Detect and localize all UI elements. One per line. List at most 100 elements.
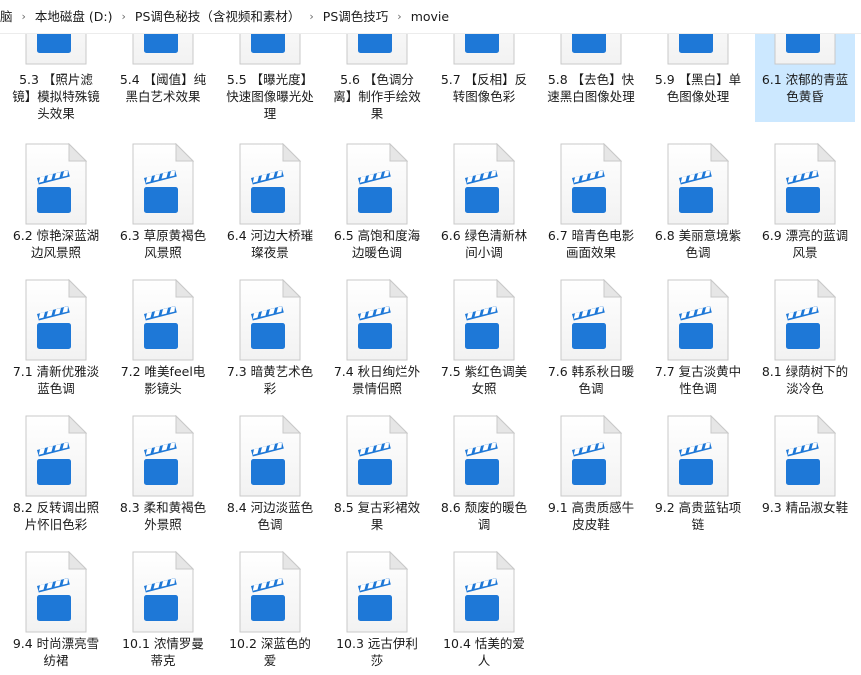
video-file-icon: [130, 550, 195, 633]
file-item[interactable]: 7.4 秋日绚烂外景情侣照: [327, 270, 427, 402]
file-item[interactable]: 10.2 深蓝色的爱: [220, 542, 320, 674]
file-item[interactable]: 5.3 【照片滤镜】模拟特殊镜头效果: [6, 34, 106, 122]
file-item[interactable]: 9.3 精品淑女鞋: [755, 406, 855, 538]
file-name: 6.6 绿色清新林间小调: [440, 228, 528, 260]
file-item[interactable]: 5.4 【阈值】纯黑白艺术效果: [113, 34, 213, 122]
file-item[interactable]: 8.1 绿荫树下的淡冷色: [755, 270, 855, 402]
file-name: 6.8 美丽意境紫色调: [654, 228, 742, 260]
video-file-icon: [344, 34, 408, 65]
file-name: 6.4 河边大桥璀璨夜景: [226, 228, 314, 260]
breadcrumb-separator-icon[interactable]: ›: [21, 10, 26, 23]
video-file-icon: [451, 550, 516, 633]
video-file-icon: [558, 278, 623, 361]
file-item[interactable]: 7.5 紫红色调美女照: [434, 270, 534, 402]
file-item[interactable]: 6.7 暗青色电影画面效果: [541, 134, 641, 266]
video-file-icon: [237, 414, 302, 497]
file-item[interactable]: 8.4 河边淡蓝色色调: [220, 406, 320, 538]
file-item[interactable]: 6.8 美丽意境紫色调: [648, 134, 748, 266]
breadcrumb-item[interactable]: 本地磁盘 (D:): [34, 8, 113, 24]
video-file-icon: [772, 278, 837, 361]
file-item[interactable]: 5.6 【色调分离】制作手绘效果: [327, 34, 427, 122]
file-name: 5.5 【曝光度】快速图像曝光处理: [226, 72, 314, 121]
file-name: 5.6 【色调分离】制作手绘效果: [333, 72, 421, 121]
file-name: 8.6 颓废的暖色调: [440, 500, 528, 532]
file-item[interactable]: 8.5 复古彩裙效果: [327, 406, 427, 538]
video-file-icon: [23, 414, 88, 497]
file-item[interactable]: 6.3 草原黄褐色风景照: [113, 134, 213, 266]
file-name: 8.3 柔和黄褐色外景照: [119, 500, 207, 532]
breadcrumb-item[interactable]: PS调色秘技（含视频和素材）: [134, 8, 301, 24]
file-name: 9.1 高贵质感牛皮皮鞋: [547, 500, 635, 532]
file-name: 8.5 复古彩裙效果: [333, 500, 421, 532]
file-name: 7.4 秋日绚烂外景情侣照: [333, 364, 421, 396]
video-file-icon: [23, 142, 88, 225]
file-item[interactable]: 5.5 【曝光度】快速图像曝光处理: [220, 34, 320, 122]
file-name: 6.7 暗青色电影画面效果: [547, 228, 635, 260]
file-item[interactable]: 7.3 暗黄艺术色彩: [220, 270, 320, 402]
file-item[interactable]: 7.6 韩系秋日暖色调: [541, 270, 641, 402]
file-item[interactable]: 7.2 唯美feel电影镜头: [113, 270, 213, 402]
file-item[interactable]: 9.2 高贵蓝钻项链: [648, 406, 748, 538]
file-item[interactable]: 5.8 【去色】快速黑白图像处理: [541, 34, 641, 122]
file-name: 6.9 漂亮的蓝调风景: [761, 228, 849, 260]
file-item[interactable]: 10.3 远古伊利莎: [327, 542, 427, 674]
file-name: 5.7 【反相】反转图像色彩: [440, 72, 528, 104]
file-name: 10.1 浓情罗曼蒂克: [122, 636, 204, 668]
video-file-icon: [665, 414, 730, 497]
video-file-icon: [344, 278, 409, 361]
video-file-icon: [237, 550, 302, 633]
file-item[interactable]: 7.7 复古淡黄中性色调: [648, 270, 748, 402]
file-item[interactable]: 5.7 【反相】反转图像色彩: [434, 34, 534, 122]
file-name: 9.4 时尚漂亮雪纺裙: [12, 636, 100, 668]
file-name: 8.1 绿荫树下的淡冷色: [761, 364, 849, 396]
file-item[interactable]: 5.9 【黑白】单色图像处理: [648, 34, 748, 122]
file-item[interactable]: 10.1 浓情罗曼蒂克: [113, 542, 213, 674]
file-item[interactable]: 8.6 颓废的暖色调: [434, 406, 534, 538]
file-grid: 5.3 【照片滤镜】模拟特殊镜头效果 5.4 【阈值】纯黑白艺术效果 5.5 【曝光…: [0, 34, 861, 675]
video-file-icon: [237, 142, 302, 225]
video-file-icon: [130, 278, 195, 361]
breadcrumb-item[interactable]: PS调色技巧: [322, 8, 389, 24]
video-file-icon: [237, 278, 302, 361]
video-file-icon: [344, 414, 409, 497]
breadcrumb-item[interactable]: 脑: [0, 8, 13, 24]
file-item[interactable]: 6.1 浓郁的青蓝色黄昏: [755, 34, 855, 122]
video-file-icon: [772, 34, 836, 65]
file-name: 6.2 惊艳深蓝湖边风景照: [12, 228, 100, 260]
video-file-icon: [23, 34, 87, 65]
video-file-icon: [772, 142, 837, 225]
video-file-icon: [665, 34, 729, 65]
file-item[interactable]: 6.6 绿色清新林间小调: [434, 134, 534, 266]
file-item[interactable]: 6.5 高饱和度海边暖色调: [327, 134, 427, 266]
video-file-icon: [344, 550, 409, 633]
file-name: 6.1 浓郁的青蓝色黄昏: [761, 72, 849, 104]
file-name: 5.9 【黑白】单色图像处理: [654, 72, 742, 104]
breadcrumb-item[interactable]: movie: [410, 8, 450, 24]
video-file-icon: [23, 278, 88, 361]
file-item[interactable]: 9.4 时尚漂亮雪纺裙: [6, 542, 106, 674]
file-name: 7.7 复古淡黄中性色调: [654, 364, 742, 396]
breadcrumb-separator-icon[interactable]: ›: [397, 10, 402, 23]
file-name: 8.4 河边淡蓝色色调: [226, 500, 314, 532]
file-name: 9.3 精品淑女鞋: [761, 500, 849, 515]
breadcrumb-separator-icon[interactable]: ›: [121, 10, 126, 23]
file-item[interactable]: 6.9 漂亮的蓝调风景: [755, 134, 855, 266]
file-name: 9.2 高贵蓝钻项链: [654, 500, 742, 532]
file-item[interactable]: 6.4 河边大桥璀璨夜景: [220, 134, 320, 266]
video-file-icon: [451, 278, 516, 361]
file-item[interactable]: 10.4 恬美的爱人: [434, 542, 534, 674]
file-name: 6.3 草原黄褐色风景照: [119, 228, 207, 260]
breadcrumb-separator-icon[interactable]: ›: [309, 10, 314, 23]
video-file-icon: [130, 414, 195, 497]
video-file-icon: [237, 34, 301, 65]
video-file-icon: [558, 142, 623, 225]
file-item[interactable]: 8.3 柔和黄褐色外景照: [113, 406, 213, 538]
file-name: 7.6 韩系秋日暖色调: [547, 364, 635, 396]
file-item[interactable]: 8.2 反转调出照片怀旧色彩: [6, 406, 106, 538]
file-item[interactable]: 6.2 惊艳深蓝湖边风景照: [6, 134, 106, 266]
file-name: 7.1 清新优雅淡蓝色调: [12, 364, 100, 396]
video-file-icon: [130, 34, 194, 65]
file-item[interactable]: 9.1 高贵质感牛皮皮鞋: [541, 406, 641, 538]
address-bar[interactable]: 脑 › 本地磁盘 (D:) › PS调色秘技（含视频和素材） › PS调色技巧 › movie: [0, 0, 861, 34]
file-item[interactable]: 7.1 清新优雅淡蓝色调: [6, 270, 106, 402]
